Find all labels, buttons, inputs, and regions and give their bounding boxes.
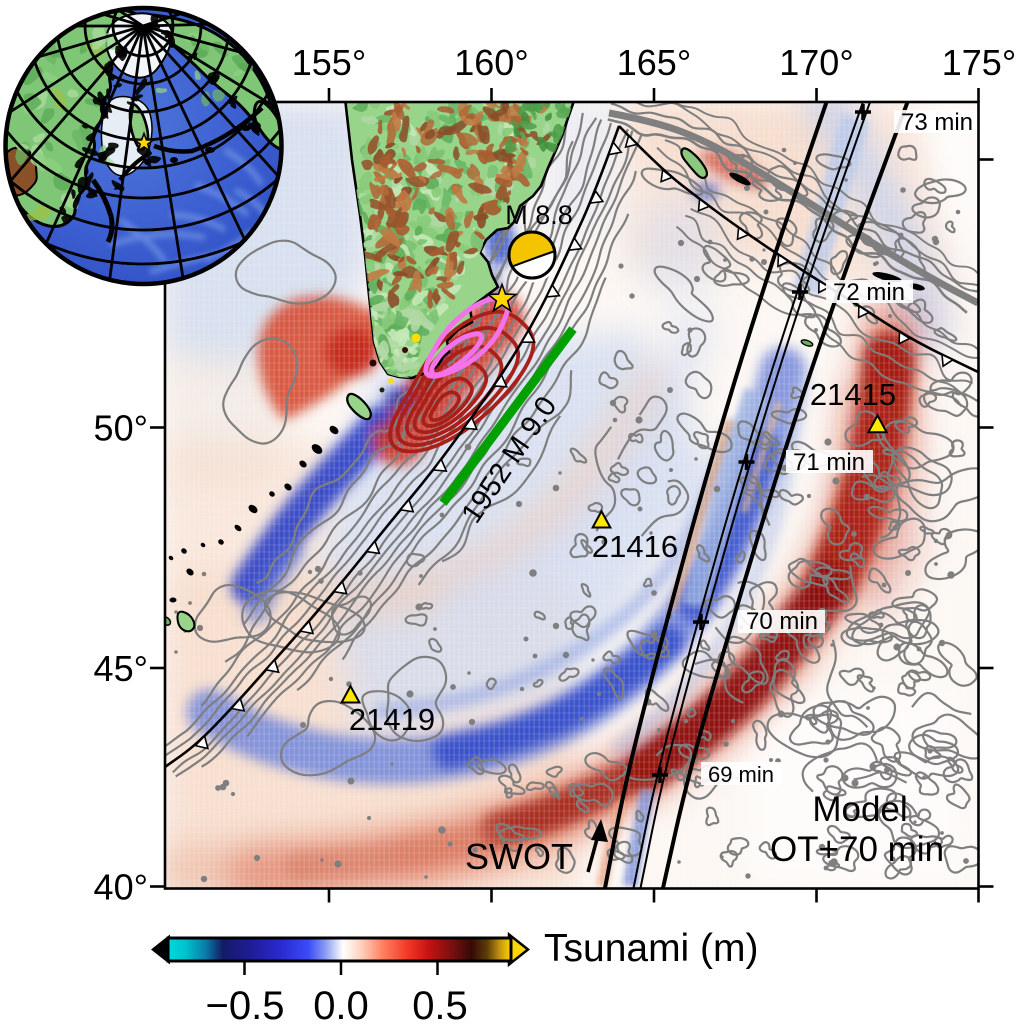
svg-text:SWOT: SWOT (465, 836, 573, 877)
svg-text:M 8.8: M 8.8 (505, 200, 573, 230)
svg-text:0.5: 0.5 (412, 984, 468, 1024)
svg-text:73 min: 73 min (901, 109, 973, 136)
svg-text:170°: 170° (779, 42, 853, 83)
svg-text:175°: 175° (942, 42, 1016, 83)
svg-text:21416: 21416 (592, 529, 678, 564)
svg-text:50°: 50° (94, 408, 148, 449)
svg-text:21415: 21415 (810, 377, 896, 412)
svg-text:40°: 40° (94, 867, 148, 908)
svg-text:−0.5: −0.5 (206, 984, 285, 1024)
svg-text:21419: 21419 (349, 702, 435, 737)
svg-text:69 min: 69 min (708, 762, 774, 787)
svg-text:0.0: 0.0 (313, 984, 369, 1024)
svg-text:45°: 45° (94, 648, 148, 689)
svg-text:OT+70 min: OT+70 min (770, 830, 944, 869)
svg-text:155°: 155° (292, 42, 366, 83)
svg-text:160°: 160° (454, 42, 528, 83)
svg-text:71 min: 71 min (793, 449, 865, 476)
svg-text:70 min: 70 min (746, 608, 818, 635)
svg-text:72 min: 72 min (833, 279, 905, 306)
svg-text:Tsunami (m): Tsunami (m) (544, 927, 759, 970)
svg-text:Model: Model (812, 790, 907, 829)
svg-text:165°: 165° (617, 42, 691, 83)
